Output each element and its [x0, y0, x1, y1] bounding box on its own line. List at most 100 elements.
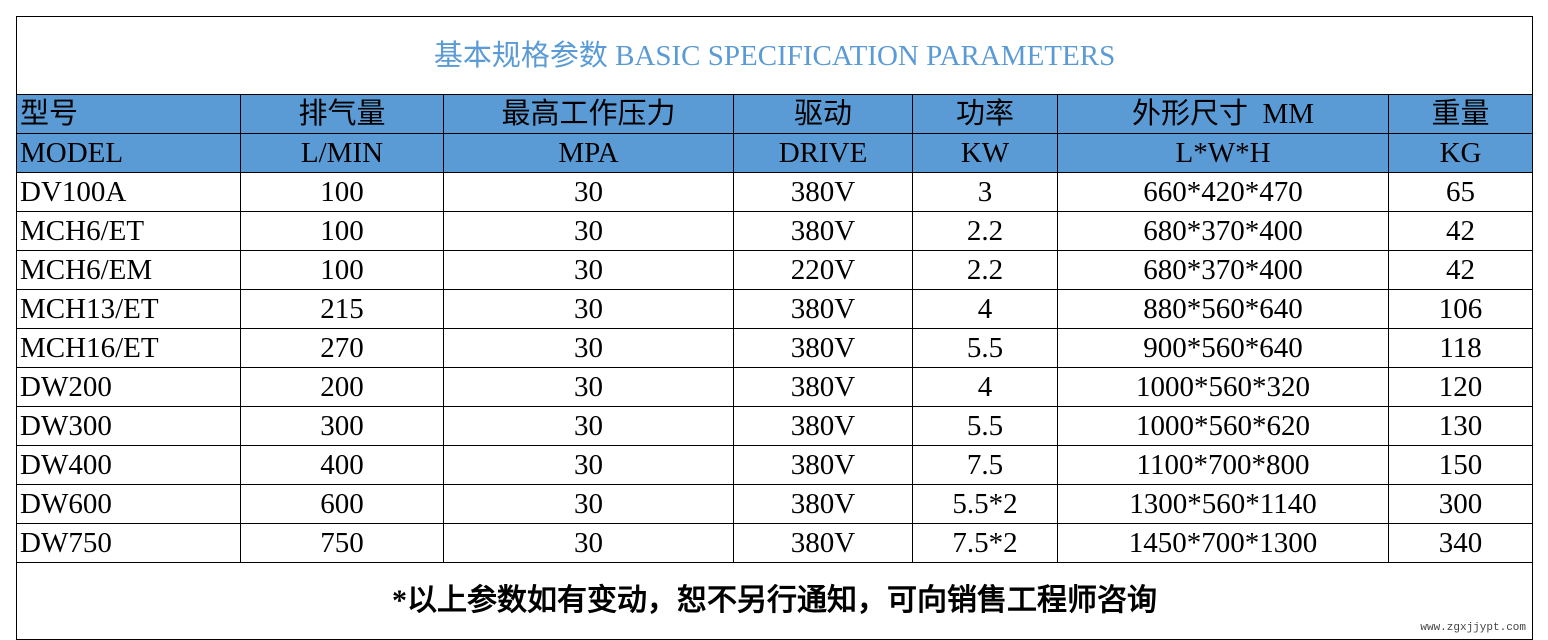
note-row: *以上参数如有变动，恕不另行通知，可向销售工程师咨询 — [15, 562, 1534, 640]
table-cell: 65 — [1387, 172, 1534, 212]
data-row: DW400 400 30 380V 7.5 1100*700*800 150 — [16, 445, 1534, 485]
table-cell: MCH16/ET — [16, 328, 241, 368]
table-cell: 2.2 — [912, 250, 1058, 290]
table-cell: 30 — [443, 328, 734, 368]
table-cell: 1100*700*800 — [1057, 445, 1389, 485]
table-cell: 2.2 — [912, 211, 1058, 251]
table-cell: 380V — [733, 406, 913, 446]
table-cell: 1300*560*1140 — [1057, 484, 1389, 524]
table-cell: DW400 — [16, 445, 241, 485]
table-cell: 380V — [733, 367, 913, 407]
table-cell: 4 — [912, 367, 1058, 407]
table-cell: 1000*560*620 — [1057, 406, 1389, 446]
table-cell: 150 — [1387, 445, 1534, 485]
header-cell: 驱动 — [733, 94, 913, 134]
table-cell: 30 — [443, 289, 734, 329]
table-cell: 42 — [1387, 250, 1534, 290]
header-cell: 外形尺寸 MM — [1057, 94, 1389, 134]
table-cell: DV100A — [16, 172, 241, 212]
header-cell: 重量 — [1387, 94, 1534, 134]
table-cell: DW600 — [16, 484, 241, 524]
table-cell: DW750 — [16, 523, 241, 563]
spec-table: 基本规格参数 BASIC SPECIFICATION PARAMETERS 型号… — [15, 16, 1534, 640]
table-cell: 30 — [443, 211, 734, 251]
table-cell: 215 — [240, 289, 444, 329]
table-cell: 400 — [240, 445, 444, 485]
table-cell: 300 — [1387, 484, 1534, 524]
table-cell: 380V — [733, 445, 913, 485]
table-cell: 680*370*400 — [1057, 250, 1389, 290]
data-row: MCH6/EM 100 30 220V 2.2 680*370*400 42 — [16, 250, 1534, 290]
table-cell: 880*560*640 — [1057, 289, 1389, 329]
header-cell: MPA — [443, 133, 734, 173]
table-cell: 120 — [1387, 367, 1534, 407]
header-cell: 功率 — [912, 94, 1058, 134]
table-cell: 7.5 — [912, 445, 1058, 485]
table-cell: 220V — [733, 250, 913, 290]
data-row: DW300 300 30 380V 5.5 1000*560*620 130 — [16, 406, 1534, 446]
data-row: MCH13/ET 215 30 380V 4 880*560*640 106 — [16, 289, 1534, 329]
table-cell: 30 — [443, 406, 734, 446]
table-cell: 42 — [1387, 211, 1534, 251]
table-cell: 900*560*640 — [1057, 328, 1389, 368]
table-cell: 30 — [443, 250, 734, 290]
header-cell: MODEL — [16, 133, 241, 173]
data-row: DW200 200 30 380V 4 1000*560*320 120 — [16, 367, 1534, 407]
table-cell: 30 — [443, 172, 734, 212]
table-cell: 106 — [1387, 289, 1534, 329]
table-cell: DW200 — [16, 367, 241, 407]
table-cell: 270 — [240, 328, 444, 368]
source-mark: www.zgxjjypt.com — [1420, 622, 1526, 634]
table-cell: 100 — [240, 250, 444, 290]
table-cell: 380V — [733, 328, 913, 368]
table-body: 基本规格参数 BASIC SPECIFICATION PARAMETERS 型号… — [15, 16, 1534, 640]
table-cell: 118 — [1387, 328, 1534, 368]
table-cell: 30 — [443, 367, 734, 407]
header-row: MODEL L/MIN MPA DRIVE KW L*W*H KG — [16, 133, 1534, 173]
table-cell: 380V — [733, 484, 913, 524]
header-cell: 排气量 — [240, 94, 444, 134]
table-cell: 300 — [240, 406, 444, 446]
note: *以上参数如有变动，恕不另行通知，可向销售工程师咨询 — [15, 562, 1534, 640]
header-cell: L/MIN — [240, 133, 444, 173]
table-cell: 30 — [443, 445, 734, 485]
table-cell: 100 — [240, 172, 444, 212]
table-cell: MCH13/ET — [16, 289, 241, 329]
table-title: 基本规格参数 BASIC SPECIFICATION PARAMETERS — [15, 16, 1534, 95]
table-cell: 5.5*2 — [912, 484, 1058, 524]
table-cell: 340 — [1387, 523, 1534, 563]
table-cell: DW300 — [16, 406, 241, 446]
table-cell: 3 — [912, 172, 1058, 212]
header-row: 型号 排气量 最高工作压力 驱动 功率 外形尺寸 MM 重量 — [16, 94, 1534, 134]
table-cell: 1450*700*1300 — [1057, 523, 1389, 563]
table-cell: 1000*560*320 — [1057, 367, 1389, 407]
table-cell: 380V — [733, 172, 913, 212]
table-cell: 680*370*400 — [1057, 211, 1389, 251]
table-cell: 100 — [240, 211, 444, 251]
table-cell: 130 — [1387, 406, 1534, 446]
table-cell: MCH6/ET — [16, 211, 241, 251]
table-cell: 600 — [240, 484, 444, 524]
table-cell: 30 — [443, 484, 734, 524]
data-row: MCH6/ET 100 30 380V 2.2 680*370*400 42 — [16, 211, 1534, 251]
table-cell: 4 — [912, 289, 1058, 329]
header-cell: L*W*H — [1057, 133, 1389, 173]
table-cell: 380V — [733, 289, 913, 329]
header-cell: DRIVE — [733, 133, 913, 173]
data-row: DW600 600 30 380V 5.5*2 1300*560*1140 300 — [16, 484, 1534, 524]
table-cell: 380V — [733, 211, 913, 251]
table-cell: 750 — [240, 523, 444, 563]
table-cell: 380V — [733, 523, 913, 563]
table-cell: MCH6/EM — [16, 250, 241, 290]
header-cell: KW — [912, 133, 1058, 173]
table-cell: 5.5 — [912, 328, 1058, 368]
header-cell: KG — [1387, 133, 1534, 173]
table-cell: 660*420*470 — [1057, 172, 1389, 212]
title-row: 基本规格参数 BASIC SPECIFICATION PARAMETERS — [15, 16, 1534, 95]
table-cell: 30 — [443, 523, 734, 563]
header-cell: 型号 — [16, 94, 241, 134]
table-cell: 5.5 — [912, 406, 1058, 446]
data-row: DW750 750 30 380V 7.5*2 1450*700*1300 340 — [16, 523, 1534, 563]
table-cell: 7.5*2 — [912, 523, 1058, 563]
